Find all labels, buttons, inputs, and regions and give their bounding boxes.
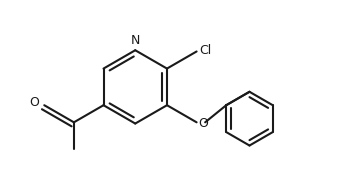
Text: Cl: Cl: [199, 44, 211, 57]
Text: O: O: [198, 117, 208, 130]
Text: N: N: [131, 34, 140, 46]
Text: O: O: [30, 96, 40, 109]
